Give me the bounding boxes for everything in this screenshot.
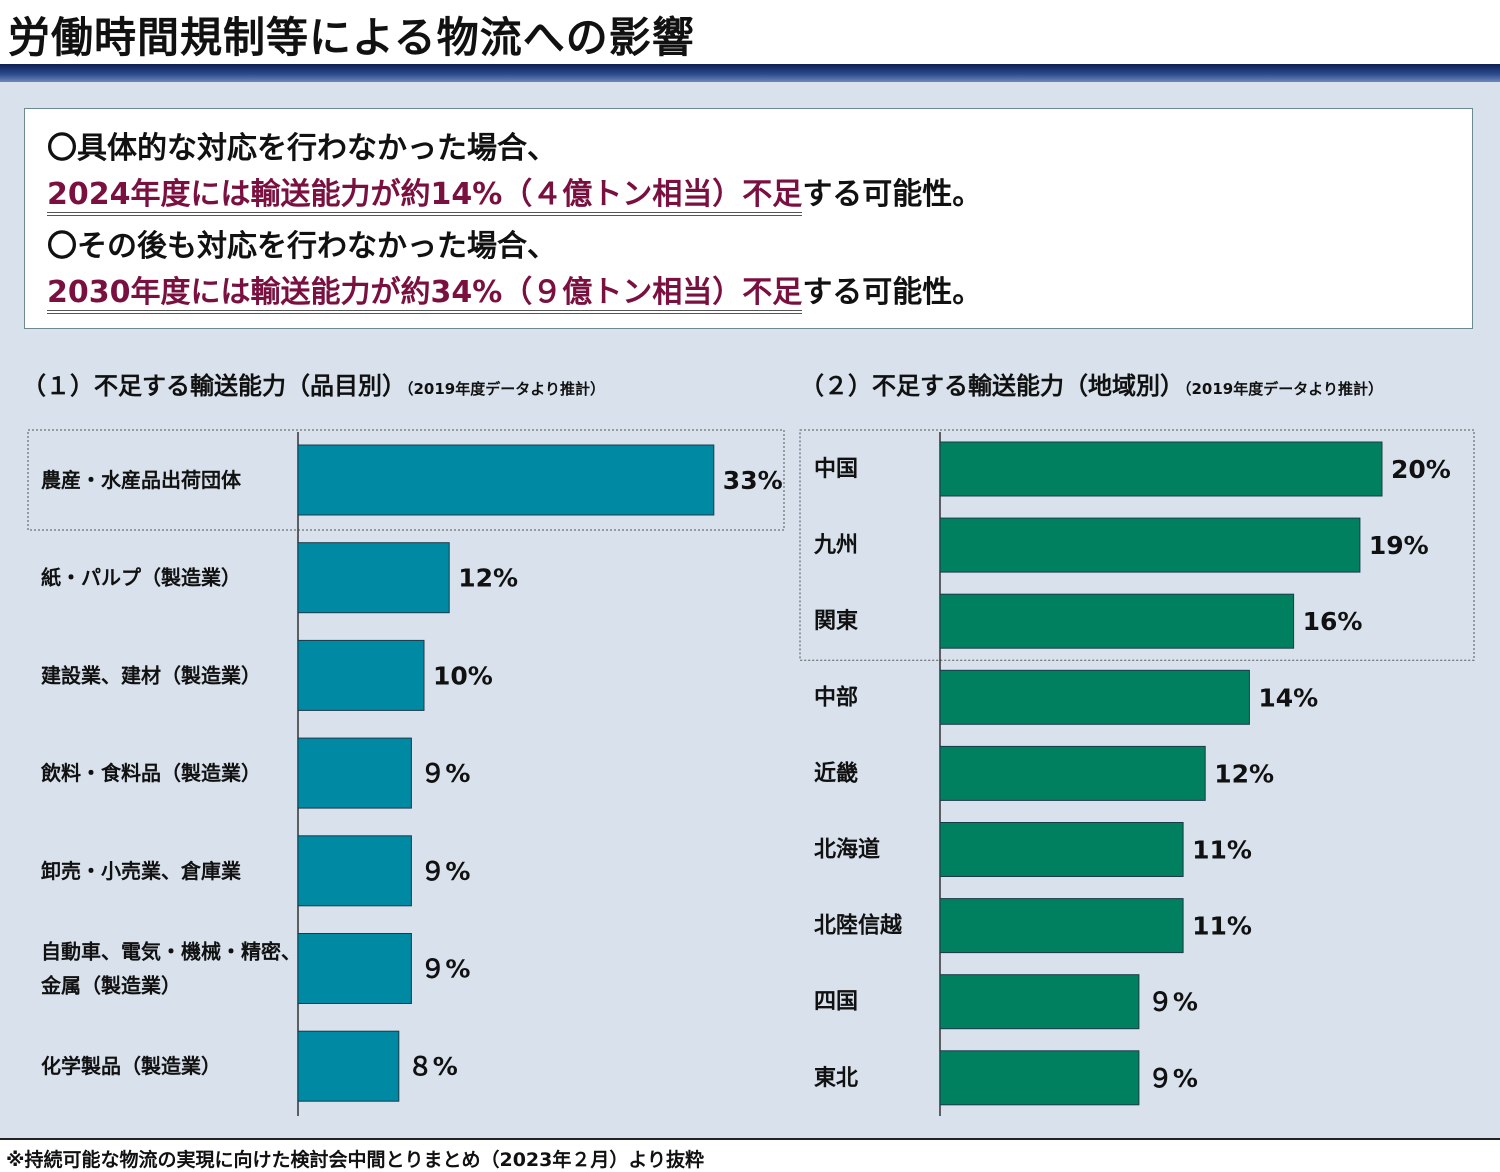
left-category-label: 建設業、建材（製造業）	[41, 663, 261, 687]
right-chart-title: （２）不足する輸送能力（地域別）（2019年度データより推計）	[800, 366, 1383, 401]
left-category-label: 農産・水産品出荷団体	[41, 468, 242, 492]
left-data-label: ８%	[408, 1052, 458, 1081]
left-category-label: 自動車、電気・機械・精密、	[41, 940, 301, 964]
left-chart-title-text: （１）不足する輸送能力（品目別）	[22, 372, 406, 400]
right-bar	[939, 745, 1206, 801]
title-area: 労働時間規制等による物流への影響	[0, 0, 1500, 64]
left-category-label: 飲料・食料品（製造業）	[40, 761, 261, 785]
summary-line-2-highlight: 2024年度には輸送能力が約14%（４億トン相当）不足	[47, 177, 803, 216]
left-data-label: 12%	[458, 564, 518, 593]
left-bar	[297, 444, 715, 516]
right-bar	[939, 898, 1184, 954]
right-category-label: 近畿	[814, 760, 858, 786]
right-data-label: ９%	[1148, 1064, 1198, 1093]
summary-line-2: 2024年度には輸送能力が約14%（４億トン相当）不足する可能性。	[47, 169, 983, 216]
right-category-label: 中部	[814, 684, 858, 710]
right-category-label: 北陸信越	[814, 913, 903, 939]
left-data-label: ９%	[420, 759, 470, 788]
right-data-label: 12%	[1214, 759, 1274, 788]
right-category-label: 関東	[814, 609, 858, 634]
right-data-label: 11%	[1192, 836, 1252, 865]
summary-line-4-highlight: 2030年度には輸送能力が約34%（９億トン相当）不足	[47, 275, 803, 314]
right-data-label: 16%	[1303, 607, 1363, 636]
summary-line-4: 2030年度には輸送能力が約34%（９億トン相当）不足する可能性。	[47, 267, 983, 314]
left-bar-chart: 33% 農産・水産品出荷団体 12% 紙・パルプ（製造業） 10% 建設業、建材（製造業）…	[27, 429, 785, 1116]
left-data-label: 33%	[723, 466, 783, 495]
right-bar	[939, 441, 1383, 497]
right-category-label: 北海道	[814, 837, 880, 863]
left-bar	[297, 933, 412, 1004]
right-data-label: 14%	[1258, 683, 1318, 712]
left-category-label: 化学製品（製造業）	[41, 1054, 221, 1078]
right-category-label: 中国	[814, 457, 858, 482]
right-bar	[939, 822, 1184, 877]
right-chart-title-text: （２）不足する輸送能力（地域別）	[800, 372, 1184, 400]
left-bar	[297, 639, 425, 711]
page-title: 労働時間規制等による物流への影響	[8, 13, 695, 62]
source-note: ※持続可能な物流の実現に向けた検討会中間とりまとめ（2023年２月）より抜粋	[6, 1149, 704, 1171]
right-category-label: 九州	[813, 533, 858, 558]
left-chart-note: （2019年度データより推計）	[406, 380, 605, 398]
left-chart-title: （１）不足する輸送能力（品目別）（2019年度データより推計）	[22, 366, 605, 401]
summary-line-1: 〇具体的な対応を行わなかった場合、	[47, 131, 557, 166]
right-bar-chart: 20% 中国 19% 九州 16% 関東 14% 中部 12% 近畿 11% 北海道 11% 北陸信越 ９%…	[799, 429, 1475, 1116]
left-bar	[297, 835, 412, 907]
footer: ※持続可能な物流の実現に向けた検討会中間とりまとめ（2023年２月）より抜粋	[0, 1138, 1500, 1172]
right-data-label: 20%	[1391, 455, 1451, 484]
summary-box: 〇具体的な対応を行わなかった場合、 2024年度には輸送能力が約14%（４億トン…	[24, 108, 1473, 329]
title-underline-bar	[0, 64, 1500, 82]
right-highlight-frame	[799, 429, 1475, 661]
right-data-label: 19%	[1369, 531, 1429, 560]
right-bar	[939, 974, 1140, 1030]
main-panel: 〇具体的な対応を行わなかった場合、 2024年度には輸送能力が約14%（４億トン…	[0, 82, 1500, 1138]
summary-line-2-rest: する可能性。	[802, 177, 983, 212]
left-data-label: ９%	[420, 955, 470, 984]
right-bar	[939, 593, 1295, 649]
right-bar	[939, 517, 1361, 573]
left-data-label: 10%	[433, 661, 493, 690]
summary-line-4-rest: する可能性。	[802, 275, 983, 310]
summary-line-3: 〇その後も対応を行わなかった場合、	[47, 229, 557, 264]
right-data-label: ９%	[1148, 988, 1198, 1017]
left-category-label: 紙・パルプ（製造業）	[41, 566, 241, 590]
left-bar	[297, 737, 412, 809]
right-bar	[939, 1050, 1140, 1106]
left-bar	[297, 1030, 400, 1102]
left-data-label: ９%	[420, 857, 470, 886]
right-category-label: 四国	[814, 990, 858, 1015]
right-data-label: 11%	[1192, 912, 1252, 941]
right-chart-note: （2019年度データより推計）	[1184, 380, 1383, 398]
left-bar	[297, 542, 450, 614]
right-category-label: 東北	[814, 1066, 858, 1091]
right-bar	[939, 669, 1250, 725]
left-category-label: 卸売・小売業、倉庫業	[41, 859, 242, 883]
left-category-label: 金属（製造業）	[40, 974, 181, 998]
left-highlight-frame	[27, 429, 785, 531]
